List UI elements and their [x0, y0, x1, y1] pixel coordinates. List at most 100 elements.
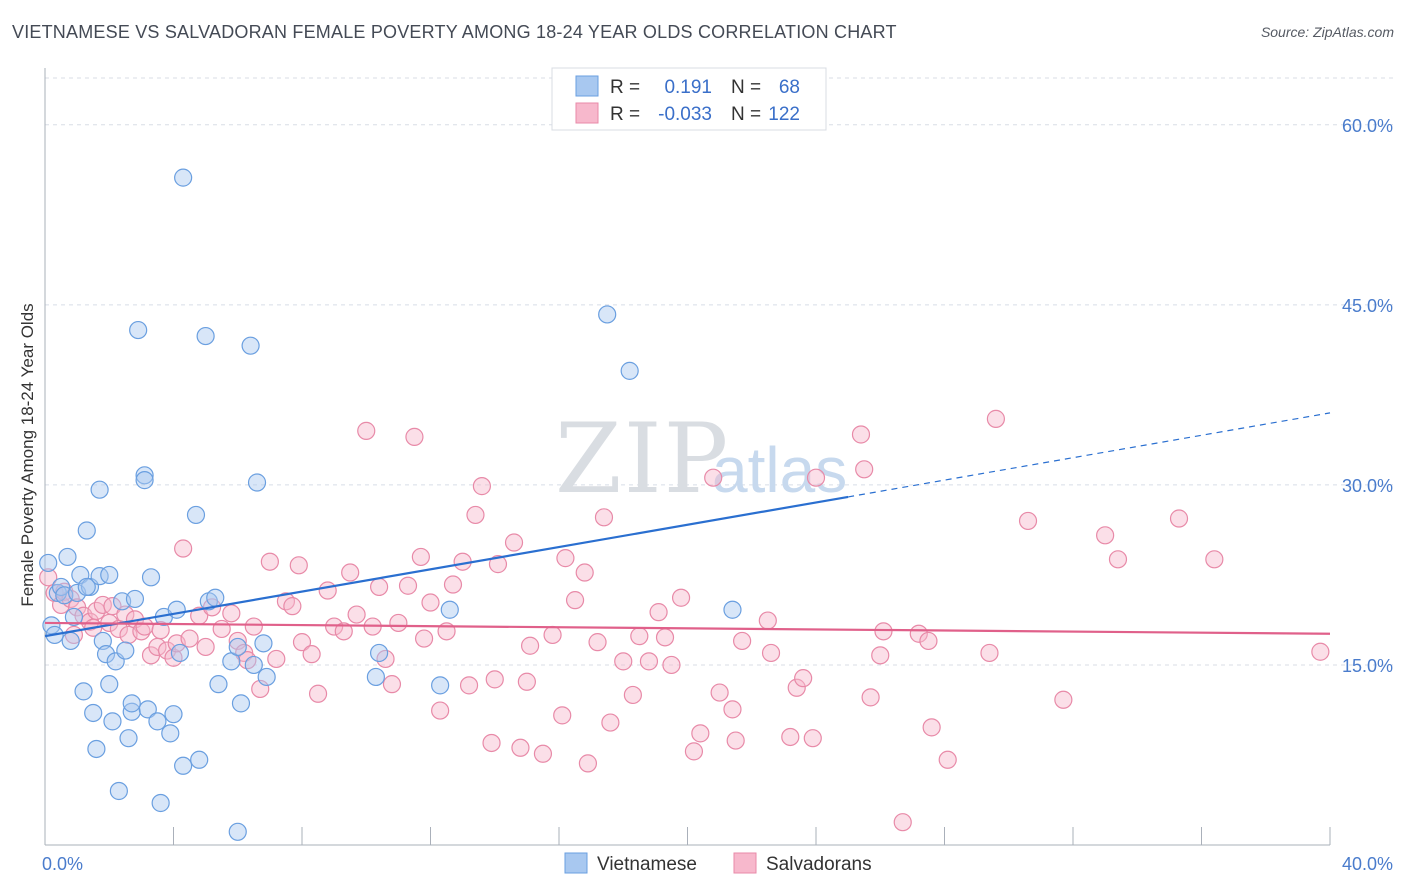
vietnamese-point	[174, 756, 193, 775]
vietnamese-point	[186, 505, 206, 525]
vietnamese-trend-extension	[848, 412, 1331, 498]
salvadoran-point	[405, 427, 424, 446]
vietnamese-point	[42, 616, 61, 635]
bottom-legend-swatch-vietnamese	[564, 852, 588, 874]
salvadoran-point	[601, 713, 620, 732]
y-tick-label: 15.0%	[1342, 656, 1393, 676]
salvadoran-point	[758, 611, 777, 630]
salvadoran-point	[389, 613, 408, 633]
vietnamese-point	[125, 589, 145, 609]
x-tick-label-min: 0.0%	[42, 854, 83, 874]
legend-swatch-vietnamese	[575, 75, 599, 97]
salvadoran-point	[710, 683, 729, 702]
vietnamese-point	[164, 705, 183, 724]
vietnamese-point	[209, 675, 228, 694]
salvadoran-point	[318, 581, 337, 600]
salvadoran-point	[93, 595, 112, 615]
salvadoran-point	[174, 539, 193, 558]
salvadoran-point	[472, 477, 491, 496]
salvadoran-point	[334, 622, 353, 641]
salvadoran-point	[671, 588, 691, 607]
gridlines	[45, 77, 1395, 666]
salvadoran-point	[704, 468, 723, 487]
vietnamese-point	[77, 577, 96, 597]
salvadoran-point	[341, 563, 360, 582]
vietnamese-point	[84, 703, 103, 723]
salvadoran-point	[938, 750, 957, 769]
salvadoran-point	[292, 633, 312, 652]
vietnamese-point	[39, 553, 58, 573]
salvadoran-point	[1311, 642, 1330, 661]
salvadoran-point	[986, 409, 1006, 428]
salvadoran-point	[922, 718, 941, 737]
vietnamese-point	[96, 645, 116, 664]
vietnamese-point	[366, 667, 385, 687]
vietnamese-point	[61, 631, 80, 651]
vietnamese-point	[190, 750, 209, 769]
vietnamese-point	[90, 567, 109, 586]
salvadoran-point	[553, 706, 572, 725]
salvadoran-point	[180, 629, 199, 648]
source-credit: Source: ZipAtlas.com	[1260, 24, 1394, 40]
series-legend: Vietnamese Salvadorans	[564, 852, 872, 875]
salvadoran-point	[511, 738, 530, 757]
salvadoran-point	[260, 552, 279, 571]
salvadoran-point	[1054, 690, 1073, 709]
salvadoran-point	[726, 731, 745, 750]
salvadoran-point	[893, 813, 912, 832]
salvadoran-point	[347, 605, 366, 624]
vietnamese-point	[151, 793, 170, 813]
y-tick-label: 30.0%	[1342, 476, 1393, 496]
vietnamese-point	[100, 565, 119, 585]
salvadoran-point	[520, 636, 540, 655]
salvadoran-point	[196, 637, 215, 657]
salvadoran-point	[1205, 550, 1224, 569]
vietnamese-point	[122, 694, 141, 713]
legend-swatch-salvadoran	[575, 102, 599, 124]
vietnamese-point	[620, 361, 639, 380]
salvadoran-point	[283, 597, 302, 616]
salvadoran-point	[411, 547, 430, 567]
watermark-atlas: atlas	[712, 434, 847, 506]
salvadoran-point	[1018, 511, 1038, 531]
salvadoran-point	[655, 628, 675, 647]
vietnamese-point	[370, 643, 389, 663]
vietnamese-point	[138, 700, 157, 719]
x-tick-label-max: 40.0%	[1342, 854, 1393, 874]
vietnamese-point	[241, 336, 260, 355]
salvadoran-point	[662, 655, 681, 675]
salvadoran-point	[244, 617, 263, 636]
salvadoran-point	[485, 670, 504, 689]
salvadoran-point	[871, 646, 890, 665]
vietnamese-point	[231, 694, 251, 713]
salvadoran-point	[289, 556, 308, 575]
bottom-legend-vietnamese: Vietnamese	[597, 854, 697, 875]
vietnamese-trend-line	[44, 495, 849, 638]
legend-n-label-1: N =	[731, 77, 761, 98]
salvadoran-point	[639, 652, 659, 671]
vietnamese-point	[170, 643, 190, 663]
vietnamese-point	[228, 822, 247, 841]
vietnamese-point	[135, 466, 154, 485]
salvadoran-point	[980, 643, 999, 663]
salvadoran-point	[212, 619, 231, 639]
salvadoran-point	[431, 701, 450, 720]
legend-r-value-2: -0.033	[658, 104, 712, 125]
salvadoran-point	[787, 678, 806, 697]
salvadoran-point	[794, 669, 813, 688]
vietnamese-point	[100, 675, 119, 694]
salvadoran-point	[781, 727, 800, 747]
salvadoran-point	[517, 672, 536, 691]
salvadoran-point	[851, 425, 871, 444]
salvadoran-point	[806, 468, 826, 487]
salvadoran-point	[919, 631, 938, 651]
salvadoran-point	[103, 597, 122, 616]
salvadoran-point	[803, 729, 822, 748]
salvadoran-point	[504, 533, 524, 552]
vietnamese-point	[431, 676, 450, 695]
vietnamese-point	[119, 729, 138, 748]
vietnamese-point	[440, 600, 459, 619]
salvadoran-point	[308, 684, 328, 703]
y-tick-label: 60.0%	[1342, 116, 1393, 136]
salvadoran-point	[533, 744, 553, 763]
